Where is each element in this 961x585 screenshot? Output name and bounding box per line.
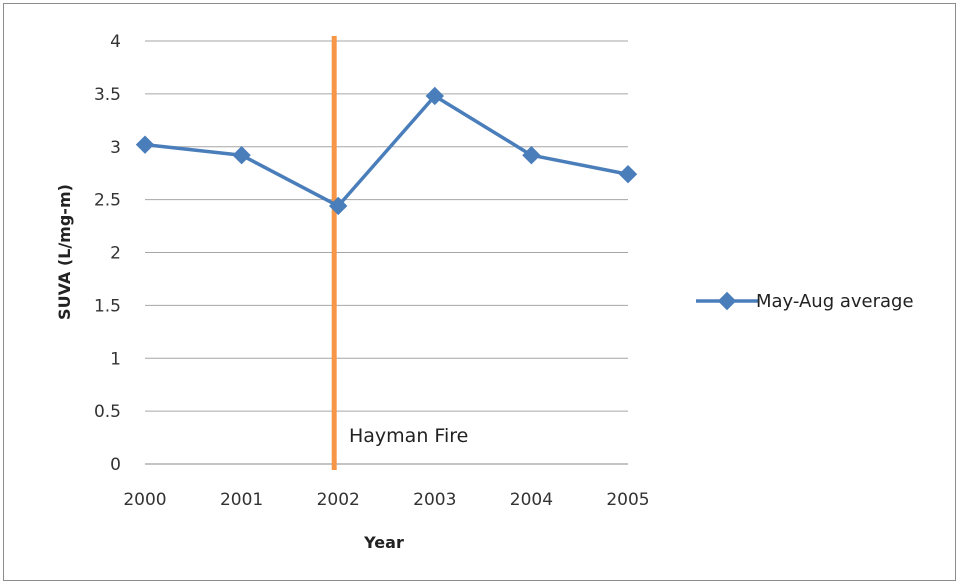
- x-axis-title: Year: [363, 533, 404, 552]
- data-point: [618, 165, 638, 184]
- y-tick-label: 2.5: [94, 191, 121, 211]
- data-point: [135, 135, 155, 154]
- x-tick-label: 2005: [606, 490, 649, 510]
- hayman-fire-label: Hayman Fire: [349, 425, 468, 447]
- y-axis-ticks: 0 0.5 1 1.5 2 2.5 3 3.5 4: [94, 32, 121, 475]
- series-line: [144, 94, 629, 208]
- y-tick-label: 3.5: [94, 85, 121, 105]
- y-tick-label: 1: [110, 349, 121, 369]
- y-tick-label: 0: [110, 455, 121, 475]
- legend-marker-icon: [717, 291, 737, 311]
- x-axis-ticks: 2000 2001 2002 2003 2004 2005: [123, 490, 649, 510]
- x-tick-label: 2004: [510, 490, 553, 510]
- x-tick-label: 2003: [413, 490, 456, 510]
- x-tick-label: 2000: [123, 490, 166, 510]
- data-point: [232, 146, 251, 165]
- y-tick-label: 3: [110, 138, 121, 158]
- y-axis-title: SUVA (L/mg-m): [55, 184, 74, 320]
- legend: May-Aug average: [696, 291, 914, 312]
- x-tick-label: 2002: [317, 490, 360, 510]
- legend-label: May-Aug average: [756, 291, 914, 312]
- data-point: [329, 196, 348, 216]
- gridlines: [145, 40, 628, 465]
- y-tick-label: 4: [110, 32, 121, 52]
- data-point: [522, 146, 541, 165]
- x-tick-label: 2001: [220, 490, 263, 510]
- series-may-aug-average: [135, 86, 638, 216]
- data-point: [425, 86, 444, 106]
- y-tick-label: 1.5: [94, 296, 121, 316]
- y-tick-label: 2: [110, 244, 121, 264]
- chart-frame: [3, 3, 956, 581]
- y-tick-label: 0.5: [94, 402, 121, 422]
